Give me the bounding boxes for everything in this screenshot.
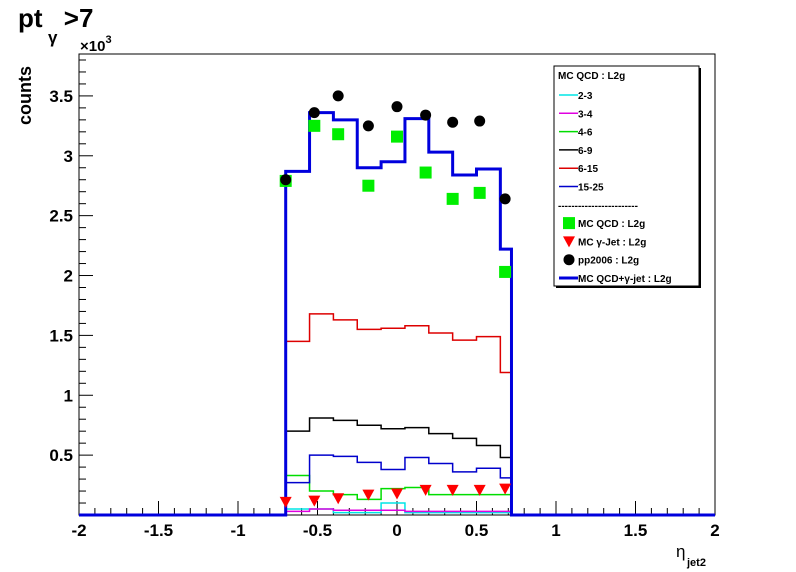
histogram-2-3 xyxy=(79,502,715,516)
marker-mc-gamma-jet xyxy=(419,484,432,496)
x-tick-label: 1.5 xyxy=(624,521,648,540)
marker-mc-qcd xyxy=(499,265,512,278)
y-multiplier-exp: 3 xyxy=(105,34,111,46)
legend-entry-label: MC QCD : L2g xyxy=(578,219,645,230)
y-axis-label: counts xyxy=(15,66,35,125)
legend-entry-label: 6-15 xyxy=(578,164,598,175)
marker-mc-qcd xyxy=(446,192,459,205)
x-tick-label: -0.5 xyxy=(303,521,332,540)
histogram-15-25 xyxy=(79,454,715,516)
marker-mc-gamma-jet xyxy=(473,484,486,496)
marker-mc-gamma-jet xyxy=(279,496,292,508)
chart-title: pt >7 xyxy=(18,3,93,33)
chart-title-suffix: >7 xyxy=(57,3,94,33)
data-points xyxy=(279,90,512,508)
marker-pp2006 xyxy=(280,174,292,186)
legend-entry-label: MC γ-Jet : L2g xyxy=(578,237,646,248)
marker-mc-gamma-jet xyxy=(446,484,459,496)
marker-mc-gamma-jet xyxy=(499,483,512,495)
x-tick-label: 1 xyxy=(551,521,560,540)
legend-swatch xyxy=(563,236,575,248)
legend-entry-label: 6-9 xyxy=(578,146,593,157)
histogram-3-4 xyxy=(79,508,715,516)
marker-mc-qcd xyxy=(391,130,403,143)
y-tick-label: 2.5 xyxy=(49,207,73,226)
marker-mc-qcd xyxy=(332,128,345,141)
legend-entry-label: MC QCD+γ-jet : L2g xyxy=(578,274,672,285)
y-tick-label: 1.5 xyxy=(49,326,73,345)
legend-entry-label: 15-25 xyxy=(578,183,604,194)
marker-pp2006 xyxy=(391,101,403,113)
x-axis-label: η xyxy=(676,542,685,561)
marker-mc-qcd xyxy=(419,166,432,179)
marker-pp2006 xyxy=(499,193,511,205)
y-tick-label: 2 xyxy=(64,267,73,286)
chart-title-subscript: γ xyxy=(48,28,58,47)
x-tick-label: -1 xyxy=(230,521,245,540)
legend-swatch xyxy=(563,254,575,266)
y-multiplier-base: ×10 xyxy=(80,38,105,55)
chart-title-main: pt xyxy=(18,3,43,33)
y-tick-label: 3.5 xyxy=(49,87,73,106)
marker-mc-gamma-jet xyxy=(362,489,375,501)
marker-pp2006 xyxy=(362,120,374,132)
y-multiplier: ×103 xyxy=(80,34,112,55)
legend-box xyxy=(553,65,700,287)
marker-mc-gamma-jet xyxy=(308,495,321,507)
x-tick-label: 2 xyxy=(710,521,719,540)
legend-entry-label: 4-6 xyxy=(578,128,593,139)
marker-pp2006 xyxy=(447,116,459,128)
legend-separator: ------------------------ xyxy=(558,201,638,212)
histogram-6-9 xyxy=(79,417,715,516)
y-tick-label: 3 xyxy=(64,147,73,166)
legend-entry-label: 3-4 xyxy=(578,109,593,120)
marker-mc-qcd xyxy=(362,179,375,192)
marker-pp2006 xyxy=(420,109,432,121)
marker-mc-gamma-jet xyxy=(391,488,403,500)
x-axis-label-subscript: jet2 xyxy=(686,557,706,569)
y-tick-label: 1 xyxy=(64,386,73,405)
legend-entry-label: 2-3 xyxy=(578,91,593,102)
x-ticks: -2 -1.5 -1 -0.5 0 0.5 1 1.5 2 xyxy=(71,501,720,540)
marker-pp2006 xyxy=(474,115,486,127)
marker-pp2006 xyxy=(332,90,344,102)
y-tick-label: 0.5 xyxy=(49,446,73,465)
x-tick-label: -1.5 xyxy=(144,521,173,540)
legend-swatch xyxy=(563,217,575,230)
x-tick-label: 0 xyxy=(392,521,401,540)
legend-entry-label: pp2006 : L2g xyxy=(578,256,639,267)
marker-mc-qcd xyxy=(473,186,486,199)
marker-mc-qcd xyxy=(308,119,321,132)
x-tick-label: 0.5 xyxy=(465,521,489,540)
legend: MC QCD : L2g 2-3 3-4 4-6 6-9 6-15 15-25 -------… xyxy=(553,65,701,288)
x-tick-label: -2 xyxy=(71,521,86,540)
histogram-6-15 xyxy=(79,313,715,516)
legend-header: MC QCD : L2g xyxy=(558,71,625,82)
marker-pp2006 xyxy=(308,107,320,119)
marker-mc-gamma-jet xyxy=(332,493,345,505)
